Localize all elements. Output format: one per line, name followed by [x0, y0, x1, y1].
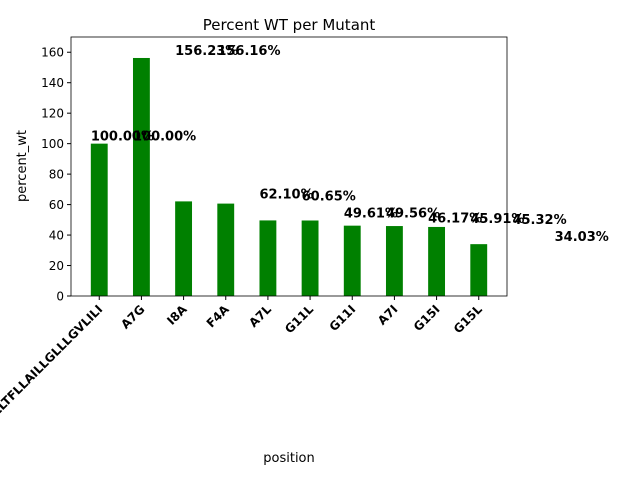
x-tick-label: G15I [411, 302, 443, 334]
x-tick-label: LLLTFLLAILLGLLLGVLILI [0, 302, 105, 424]
x-tick-label: A7L [246, 302, 274, 330]
bar [301, 220, 319, 296]
bar [90, 143, 108, 296]
data-label: 46.17% [428, 212, 482, 227]
bar [217, 203, 235, 296]
bar [385, 226, 403, 296]
bar [470, 244, 488, 296]
plot-frame [70, 36, 508, 297]
x-tick-label: I8A [164, 302, 190, 328]
data-label: 62.10% [259, 187, 313, 202]
x-tick-label: A7I [375, 302, 401, 328]
data-label: 156.16% [217, 44, 280, 59]
bar [428, 226, 446, 296]
bar [259, 220, 277, 296]
y-tick-label: 100 [41, 137, 64, 151]
chart-title: Percent WT per Mutant [203, 16, 376, 34]
data-label: 49.56% [386, 206, 440, 221]
y-axis-label: percent_wt [15, 130, 30, 202]
data-label: 60.65% [302, 190, 356, 205]
x-tick-label: A7G [118, 302, 147, 331]
y-tick-label: 40 [49, 229, 64, 243]
x-tick-label: G15L [451, 302, 485, 336]
x-axis-label: position [263, 451, 315, 466]
data-label: 49.61% [344, 206, 398, 221]
x-tick-label: G11L [282, 302, 316, 336]
bar [132, 57, 150, 296]
y-tick-label: 160 [41, 46, 64, 60]
data-label: 34.03% [555, 230, 609, 245]
data-label: 45.91% [470, 212, 524, 227]
y-tick-label: 20 [49, 259, 64, 273]
y-tick-label: 80 [49, 168, 64, 182]
data-label: 100.00% [91, 130, 154, 145]
data-label: 45.32% [512, 213, 566, 228]
y-tick-label: 0 [56, 290, 64, 304]
y-tick-label: 60 [49, 198, 64, 212]
y-tick-label: 140 [41, 76, 64, 90]
data-label: 100.00% [133, 130, 196, 145]
bar [175, 201, 193, 296]
bar [343, 225, 361, 296]
x-tick-label: G11I [327, 302, 359, 334]
x-tick-label: F4A [204, 302, 233, 331]
data-label: 156.23% [175, 44, 238, 59]
y-tick-label: 120 [41, 107, 64, 121]
